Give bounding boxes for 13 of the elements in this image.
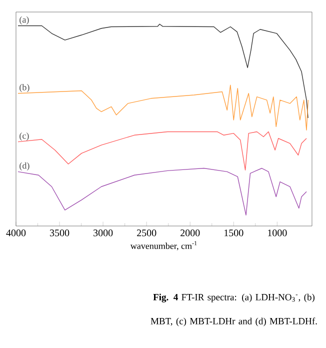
x-tick-label: 2500: [137, 230, 156, 236]
series-label: (b): [20, 84, 30, 92]
x-tick-label: 1000: [268, 230, 287, 236]
series-label: (c): [20, 132, 29, 141]
series-label: (d): [20, 162, 30, 170]
x-tick-label: 2000: [180, 230, 200, 236]
x-tick-label: 3500: [50, 230, 70, 236]
x-tick-label: 1500: [224, 230, 244, 236]
x-tick-label: 3000: [94, 230, 113, 236]
x-axis-title: wavenumber, cm$^{-1}$: [130, 241, 197, 250]
text: Fig. 4 FT-IR spectra: (a) LDH-NO$_{3}$$^{-}$, (b) MBT, (c) MBT-LDHr and (d) MBT-LDHf.: [150, 294, 317, 326]
series-label: (a): [20, 16, 29, 25]
x-tick-label: 4000: [6, 230, 26, 236]
